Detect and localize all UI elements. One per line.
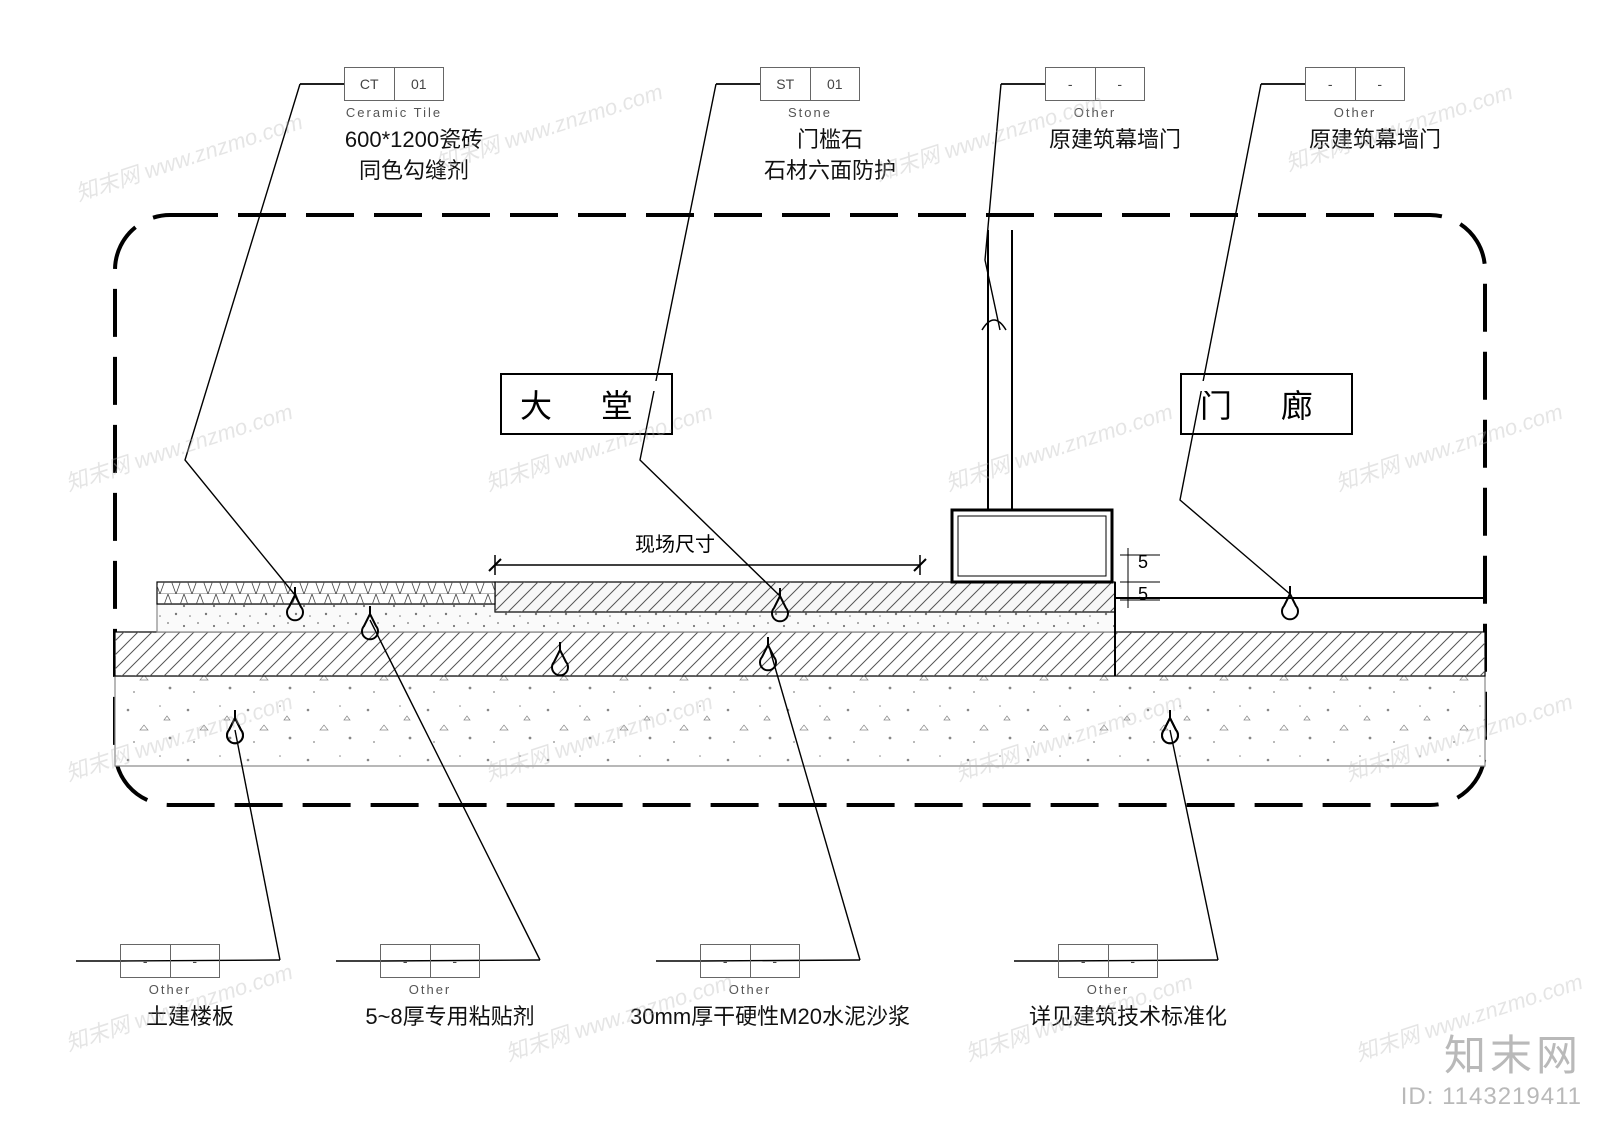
vert-dim-1: 5 [1138, 552, 1148, 573]
callout-code1: - [1046, 68, 1096, 100]
dimension-label: 现场尺寸 [635, 528, 715, 557]
callout-adhesive-c-sub: Other [370, 982, 490, 997]
callout-mortar-c-desc: 30mm厚干硬性M20水泥沙浆 [620, 1002, 920, 1033]
callout-ct01-box: CT01 [344, 67, 444, 101]
callout-code1: - [381, 945, 431, 977]
callout-code1: CT [345, 68, 395, 100]
callout-code2: - [1109, 945, 1158, 977]
callout-slab-c-desc: 土建楼板 [40, 1002, 340, 1033]
room-label-lobby: 大 堂 [500, 373, 673, 435]
callout-code1: ST [761, 68, 811, 100]
callout-code1: - [701, 945, 751, 977]
callout-code2: - [751, 945, 800, 977]
callout-adhesive-c-box: -- [380, 944, 480, 978]
callout-code2: 01 [811, 68, 860, 100]
callout-door2-box: -- [1305, 67, 1405, 101]
callout-st01-sub: Stone [750, 105, 870, 120]
room-label-gallery: 门 廊 [1180, 373, 1353, 435]
brand-id: ID: 1143219411 [1401, 1083, 1582, 1111]
callout-code1: - [1059, 945, 1109, 977]
callout-code2: 01 [395, 68, 444, 100]
callout-st01-box: ST01 [760, 67, 860, 101]
callout-std-c-box: -- [1058, 944, 1158, 978]
callout-door1-desc: 原建筑幕墙门 [965, 125, 1265, 156]
callout-code2: - [171, 945, 220, 977]
callout-code1: - [121, 945, 171, 977]
vert-dim-2: 5 [1138, 584, 1148, 605]
callout-door2-desc: 原建筑幕墙门 [1225, 125, 1525, 156]
brand-block: 知末网 ID: 1143219411 [1401, 1022, 1582, 1111]
callout-std-c-sub: Other [1048, 982, 1168, 997]
callout-slab-c-sub: Other [110, 982, 230, 997]
room-label-text: 门 廊 [1200, 388, 1333, 424]
callout-code1: - [1306, 68, 1356, 100]
callout-door1-sub: Other [1035, 105, 1155, 120]
callout-adhesive-c-desc: 5~8厚专用粘贴剂 [300, 1002, 600, 1033]
room-label-text: 大 堂 [520, 388, 653, 424]
callout-ct01-sub: Ceramic Tile [334, 105, 454, 120]
callout-st01-desc: 门槛石石材六面防护 [680, 125, 980, 187]
callout-mortar-c-sub: Other [690, 982, 810, 997]
callout-door2-sub: Other [1295, 105, 1415, 120]
callout-door1-box: -- [1045, 67, 1145, 101]
drawing-canvas: 大 堂 门 廊 现场尺寸 5 5 CT01Ceramic Tile600*120… [0, 0, 1600, 1131]
callout-code2: - [431, 945, 480, 977]
callout-mortar-c-box: -- [700, 944, 800, 978]
callout-std-c-desc: 详见建筑技术标准化 [978, 1002, 1278, 1033]
callout-code2: - [1356, 68, 1405, 100]
callout-code2: - [1096, 68, 1145, 100]
brand-cn: 知末网 [1401, 1022, 1582, 1083]
callout-ct01-desc: 600*1200瓷砖同色勾缝剂 [264, 125, 564, 187]
callout-slab-c-box: -- [120, 944, 220, 978]
